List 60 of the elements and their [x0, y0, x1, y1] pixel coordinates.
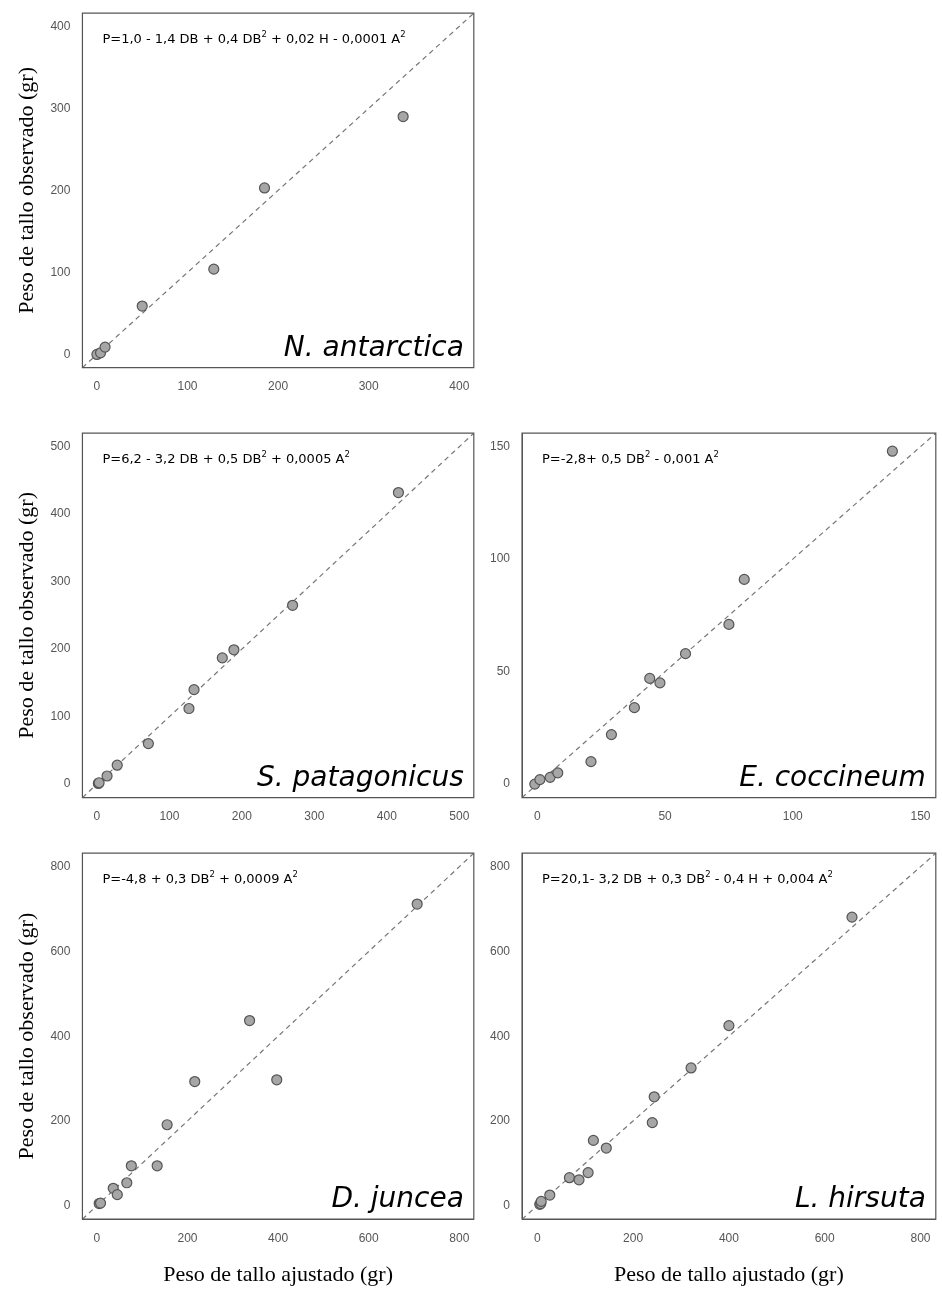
y-tick-label: 800: [489, 859, 511, 874]
x-tick-label: 100: [782, 809, 804, 824]
x-axis-title: Peso de tallo ajustado (gr): [163, 1260, 393, 1286]
x-tick-label: 300: [358, 379, 380, 394]
y-tick-label: 200: [50, 641, 71, 656]
y-tick-label: 50: [496, 663, 511, 678]
x-tick-label: 150: [910, 809, 931, 824]
y-tick-label: 400: [50, 506, 71, 521]
y-tick-label: 150: [489, 439, 511, 454]
y-axis-title: Peso de tallo observado (gr): [12, 912, 38, 1160]
x-tick-label: 200: [231, 809, 253, 824]
x-tick-label: 0: [93, 379, 101, 394]
x-axis-title: Peso de tallo ajustado (gr): [614, 1260, 844, 1286]
y-axis-title: Peso de tallo observado (gr): [12, 66, 38, 314]
x-tick-label: 0: [93, 1230, 101, 1245]
x-tick-label: 200: [623, 1230, 644, 1245]
y-tick-label: 600: [489, 943, 511, 958]
y-tick-label: 0: [63, 346, 71, 361]
x-tick-label: 0: [534, 1230, 541, 1245]
annotation: D. juncea: [331, 1181, 464, 1215]
y-tick-label: 600: [50, 943, 71, 958]
y-tick-label: 100: [489, 551, 511, 566]
x-tick-label: 0: [93, 809, 101, 824]
x-tick-label: 0: [534, 809, 541, 824]
x-tick-label: 200: [177, 1230, 198, 1245]
x-tick-label: 200: [268, 379, 289, 394]
x-tick-label: 400: [449, 379, 470, 394]
x-tick-label: 50: [658, 809, 673, 824]
x-tick-label: 400: [376, 809, 398, 824]
x-tick-label: 800: [449, 1230, 470, 1245]
y-tick-label: 300: [50, 100, 71, 115]
y-tick-label: 400: [50, 18, 71, 33]
x-tick-label: 800: [910, 1230, 931, 1245]
x-tick-label: 600: [814, 1230, 836, 1245]
x-tick-label: 600: [358, 1230, 380, 1245]
annotation: N. antarctica: [283, 329, 464, 363]
y-tick-label: 500: [50, 439, 71, 454]
x-tick-label: 300: [304, 809, 325, 824]
y-tick-label: 400: [50, 1028, 71, 1043]
y-tick-label: 0: [503, 1197, 511, 1212]
y-tick-label: 0: [503, 776, 511, 791]
x-tick-label: 400: [718, 1230, 740, 1245]
y-tick-label: 200: [489, 1113, 511, 1128]
x-tick-label: 100: [159, 809, 180, 824]
y-tick-label: 100: [50, 708, 71, 723]
y-tick-label: 400: [489, 1028, 511, 1043]
y-tick-label: 200: [50, 182, 71, 197]
y-tick-label: 0: [63, 1197, 71, 1212]
x-tick-label: 400: [268, 1230, 289, 1245]
x-tick-label: 100: [177, 379, 198, 394]
annotation: E. coccineum: [739, 759, 926, 793]
y-tick-label: 200: [50, 1113, 71, 1128]
y-tick-label: 800: [50, 859, 71, 874]
annotation: L. hirsuta: [794, 1181, 926, 1215]
x-tick-label: 500: [449, 809, 470, 824]
y-tick-label: 300: [50, 573, 71, 588]
y-axis-title: Peso de tallo observado (gr): [12, 491, 38, 739]
y-tick-label: 0: [63, 776, 71, 791]
annotation: S. patagonicus: [257, 759, 464, 793]
y-tick-label: 100: [50, 264, 71, 279]
